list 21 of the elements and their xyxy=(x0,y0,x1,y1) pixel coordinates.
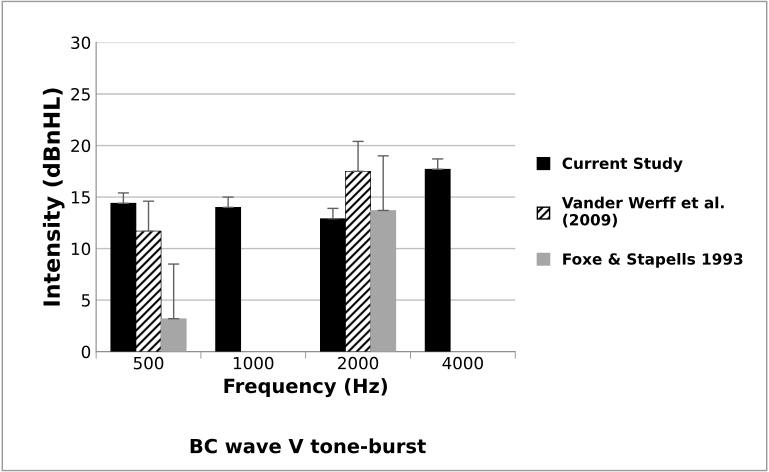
y-tick-label: 30 xyxy=(71,36,90,50)
x-axis-title: Frequency (Hz) xyxy=(224,378,387,398)
text: BC wave V tone-burst xyxy=(190,438,426,454)
y-tick-label: 25 xyxy=(71,88,90,101)
bar xyxy=(215,207,242,352)
y-tick-label: 5 xyxy=(82,294,90,307)
x-tick-label: 4000 xyxy=(442,356,483,370)
x-tick-label: 1000 xyxy=(234,356,274,370)
legend-label: Current Study xyxy=(562,157,683,172)
y-tick-label: 20 xyxy=(71,139,90,152)
y-tick-label: 15 xyxy=(72,191,90,204)
y-tick-label: 0 xyxy=(82,346,90,358)
y-axis-title: Intensity (dBnHL) xyxy=(42,88,64,306)
x-tick-label: 500 xyxy=(134,356,164,370)
y-tick-label: 10 xyxy=(72,242,90,256)
bar xyxy=(370,210,396,352)
legend-label: Vander Werff et al. (2009) xyxy=(562,196,724,228)
x-tick-label: 2000 xyxy=(338,356,378,370)
bar xyxy=(160,318,187,352)
bar xyxy=(424,168,451,352)
legend-label: Foxe & Stapells 1993 xyxy=(563,252,742,268)
